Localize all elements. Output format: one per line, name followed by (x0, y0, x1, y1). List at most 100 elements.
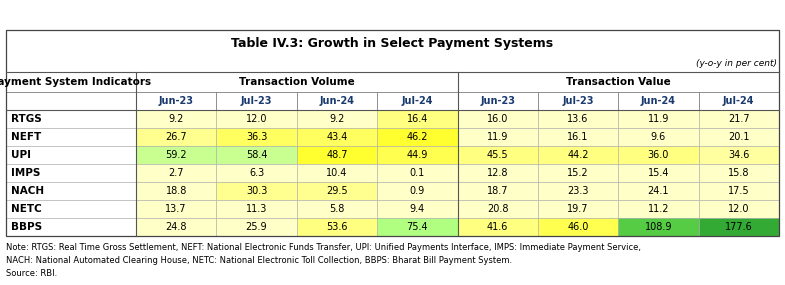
Text: 29.5: 29.5 (326, 186, 348, 196)
Bar (136, 72, 458, 92)
Bar (458, 128, 538, 146)
Bar (136, 128, 217, 146)
Text: 45.5: 45.5 (487, 150, 509, 160)
Bar (619, 218, 699, 236)
Bar (217, 110, 297, 128)
Text: Jun-23: Jun-23 (159, 96, 194, 106)
Bar (6, 128, 136, 146)
Bar (699, 128, 779, 146)
Bar (619, 92, 699, 110)
Bar (699, 182, 779, 200)
Text: NETC: NETC (11, 204, 42, 214)
Text: 58.4: 58.4 (246, 150, 268, 160)
Text: 16.4: 16.4 (407, 114, 428, 124)
Bar (6, 30, 779, 56)
Bar (217, 92, 297, 110)
Bar (6, 182, 136, 200)
Bar (699, 146, 779, 164)
Text: 6.3: 6.3 (249, 168, 265, 178)
Bar (136, 92, 217, 110)
Bar (538, 110, 619, 128)
Text: 36.0: 36.0 (648, 150, 669, 160)
Text: 46.0: 46.0 (568, 222, 589, 232)
Text: 41.6: 41.6 (487, 222, 509, 232)
Bar (377, 146, 458, 164)
Text: 26.7: 26.7 (166, 132, 187, 142)
Bar (538, 164, 619, 182)
Bar (458, 218, 538, 236)
Bar (619, 182, 699, 200)
Text: 12.8: 12.8 (487, 168, 509, 178)
Bar (6, 164, 136, 182)
Bar (6, 146, 136, 164)
Text: 13.6: 13.6 (568, 114, 589, 124)
Bar (217, 218, 297, 236)
Bar (6, 200, 136, 218)
Text: Jul-23: Jul-23 (562, 96, 593, 106)
Bar (136, 110, 217, 128)
Bar (217, 128, 297, 146)
Text: 10.4: 10.4 (327, 168, 348, 178)
Text: 12.0: 12.0 (728, 204, 750, 214)
Text: Jul-24: Jul-24 (402, 96, 433, 106)
Text: 30.3: 30.3 (246, 186, 267, 196)
Bar (538, 128, 619, 146)
Text: 9.2: 9.2 (169, 114, 184, 124)
Bar (297, 110, 377, 128)
Text: 75.4: 75.4 (407, 222, 428, 232)
Bar (377, 128, 458, 146)
Text: 0.1: 0.1 (410, 168, 425, 178)
Bar (377, 164, 458, 182)
Bar (699, 110, 779, 128)
Bar (538, 182, 619, 200)
Bar (136, 182, 217, 200)
Text: 11.9: 11.9 (648, 114, 669, 124)
Text: 46.2: 46.2 (407, 132, 428, 142)
Text: NACH: National Automated Clearing House, NETC: National Electronic Toll Collecti: NACH: National Automated Clearing House,… (6, 256, 512, 265)
Bar (619, 164, 699, 182)
Text: 44.2: 44.2 (568, 150, 589, 160)
Text: 23.3: 23.3 (568, 186, 589, 196)
Text: (y-o-y in per cent): (y-o-y in per cent) (696, 60, 777, 68)
Bar (6, 218, 136, 236)
Text: 16.1: 16.1 (568, 132, 589, 142)
Bar (217, 164, 297, 182)
Text: NEFT: NEFT (11, 132, 42, 142)
Text: 15.8: 15.8 (728, 168, 750, 178)
Bar (377, 200, 458, 218)
Text: Payment System Indicators: Payment System Indicators (0, 77, 152, 87)
Bar (6, 92, 136, 110)
Text: IMPS: IMPS (11, 168, 40, 178)
Text: UPI: UPI (11, 150, 31, 160)
Bar (136, 200, 217, 218)
Bar (458, 164, 538, 182)
Text: 15.2: 15.2 (568, 168, 589, 178)
Text: 24.8: 24.8 (166, 222, 187, 232)
Text: 11.9: 11.9 (487, 132, 509, 142)
Bar (458, 200, 538, 218)
Text: 2.7: 2.7 (169, 168, 184, 178)
Text: 0.9: 0.9 (410, 186, 425, 196)
Bar (377, 182, 458, 200)
Bar (619, 200, 699, 218)
Bar (699, 92, 779, 110)
Bar (297, 200, 377, 218)
Text: 9.2: 9.2 (329, 114, 345, 124)
Text: NACH: NACH (11, 186, 44, 196)
Bar (377, 92, 458, 110)
Text: 43.4: 43.4 (327, 132, 348, 142)
Text: Table IV.3: Growth in Select Payment Systems: Table IV.3: Growth in Select Payment Sys… (232, 36, 553, 50)
Bar (217, 200, 297, 218)
Text: RTGS: RTGS (11, 114, 42, 124)
Text: 34.6: 34.6 (728, 150, 750, 160)
Text: 5.8: 5.8 (329, 204, 345, 214)
Bar (619, 110, 699, 128)
Bar (377, 110, 458, 128)
Bar (6, 110, 136, 128)
Text: 24.1: 24.1 (648, 186, 669, 196)
Text: 177.6: 177.6 (725, 222, 753, 232)
Text: 17.5: 17.5 (728, 186, 750, 196)
Text: Jun-23: Jun-23 (480, 96, 515, 106)
Bar (297, 218, 377, 236)
Text: 59.2: 59.2 (166, 150, 187, 160)
